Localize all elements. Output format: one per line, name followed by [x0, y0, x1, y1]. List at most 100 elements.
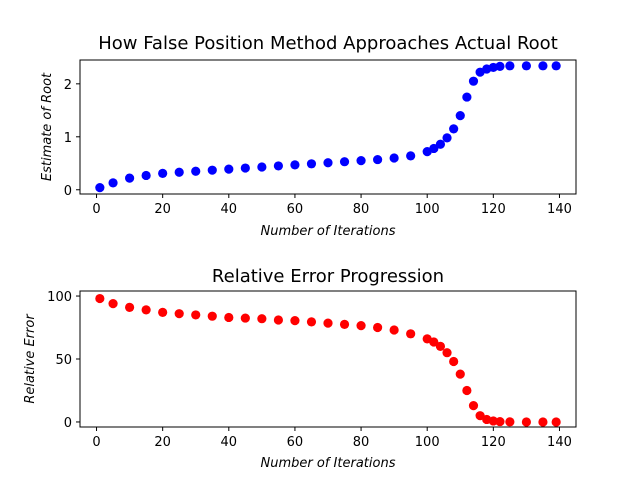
data-point	[191, 166, 201, 176]
x-tick-label: 0	[92, 202, 100, 217]
x-tick-label: 40	[221, 202, 238, 217]
data-point	[538, 61, 548, 71]
data-point	[306, 317, 317, 327]
root-estimate-chart: How False Position Method Approaches Act…	[40, 33, 577, 239]
data-point	[191, 310, 201, 320]
data-point	[207, 165, 217, 175]
data-point	[125, 302, 135, 312]
data-point	[273, 161, 283, 171]
plot-frame	[79, 59, 577, 195]
data-point	[339, 319, 350, 329]
y-tick-label: 0	[64, 184, 72, 199]
data-point	[273, 315, 283, 325]
x-tick-label: 140	[547, 435, 572, 450]
data-point	[462, 385, 472, 396]
data-point	[551, 417, 561, 427]
data-point	[389, 153, 399, 163]
x-tick-label: 40	[221, 435, 238, 450]
y-tick-label: 0	[64, 416, 72, 431]
data-point	[290, 160, 300, 170]
x-tick-label: 120	[481, 202, 506, 217]
x-tick-label: 0	[92, 435, 100, 450]
data-point	[290, 315, 300, 326]
x-tick-label: 120	[481, 435, 506, 450]
y-axis-label: Estimate of Root	[40, 72, 55, 181]
x-tick-label: 20	[154, 435, 171, 450]
plot-frame	[79, 290, 577, 428]
data-point	[455, 369, 465, 379]
data-point	[373, 154, 383, 165]
data-point	[373, 322, 383, 333]
data-point	[435, 139, 446, 149]
data-point	[141, 305, 151, 315]
data-point	[356, 156, 366, 166]
data-point	[207, 311, 217, 321]
data-point	[521, 61, 532, 71]
data-point	[455, 111, 465, 121]
data-point	[429, 143, 439, 154]
data-point	[449, 124, 459, 134]
chart-title: How False Position Method Approaches Act…	[98, 33, 558, 54]
x-axis-label: Number of Iterations	[261, 224, 396, 239]
data-point	[435, 341, 446, 352]
y-tick-label: 2	[64, 78, 72, 93]
data-point	[468, 76, 479, 86]
data-point	[108, 298, 118, 309]
data-point	[240, 163, 250, 173]
data-point	[442, 348, 452, 358]
x-tick-label: 80	[353, 202, 370, 217]
data-points	[95, 293, 561, 427]
data-point	[224, 312, 234, 323]
data-point	[95, 183, 105, 193]
data-point	[468, 400, 479, 411]
y-tick-label: 1	[64, 131, 72, 146]
axis-ticks: 0 20 40 60 80 100 120 140 0 50 100	[47, 290, 572, 450]
data-point	[495, 61, 505, 71]
data-point	[442, 133, 452, 143]
data-point	[306, 159, 317, 169]
data-point	[323, 318, 333, 328]
chart-title: Relative Error Progression	[212, 266, 444, 287]
data-point	[240, 313, 250, 323]
x-tick-label: 80	[353, 435, 370, 450]
x-tick-label: 60	[287, 435, 304, 450]
data-point	[505, 417, 515, 427]
x-tick-label: 140	[547, 202, 572, 217]
x-tick-label: 60	[287, 202, 304, 217]
y-tick-label: 100	[47, 290, 72, 305]
data-point	[538, 417, 548, 427]
y-axis-label: Relative Error	[23, 313, 38, 404]
data-point	[257, 314, 267, 324]
data-point	[174, 309, 184, 319]
data-point	[495, 416, 505, 427]
x-axis-label: Number of Iterations	[261, 456, 396, 471]
data-point	[174, 167, 184, 177]
data-point	[257, 162, 267, 172]
data-point	[125, 173, 135, 183]
axis-ticks: 0 20 40 60 80 100 120 140 0 1 2	[64, 78, 572, 217]
data-points	[95, 61, 561, 193]
data-point	[505, 61, 515, 71]
data-point	[406, 329, 416, 339]
data-point	[462, 92, 472, 102]
x-tick-label: 100	[415, 202, 440, 217]
data-point	[406, 151, 416, 161]
data-point	[158, 168, 168, 178]
data-point	[339, 157, 350, 167]
y-tick-label: 50	[55, 353, 72, 368]
data-point	[449, 356, 459, 367]
data-point	[323, 158, 333, 168]
data-point	[158, 307, 168, 318]
data-point	[224, 164, 234, 174]
data-point	[95, 293, 105, 304]
data-point	[521, 417, 532, 427]
data-point	[141, 170, 151, 181]
x-tick-label: 100	[415, 435, 440, 450]
data-point	[356, 321, 366, 331]
relative-error-chart: Relative Error Progression 0 20 40 60 80 100 1…	[23, 266, 577, 471]
data-point	[488, 416, 498, 426]
data-point	[108, 178, 118, 188]
data-point	[389, 325, 399, 335]
